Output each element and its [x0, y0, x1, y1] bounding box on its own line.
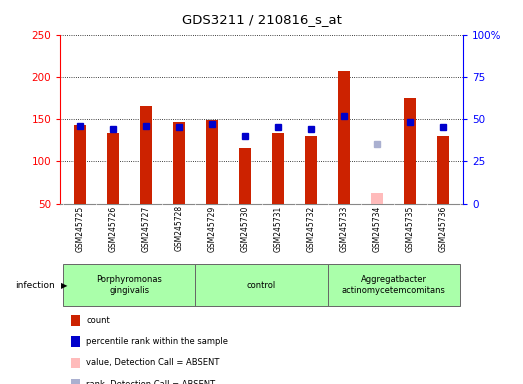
Text: GSM245726: GSM245726: [108, 205, 118, 252]
Bar: [74, 125, 86, 204]
Text: GSM245727: GSM245727: [141, 205, 151, 252]
Text: Porphyromonas
gingivalis: Porphyromonas gingivalis: [97, 275, 163, 295]
FancyBboxPatch shape: [63, 264, 196, 306]
Text: rank, Detection Call = ABSENT: rank, Detection Call = ABSENT: [86, 379, 215, 384]
Text: GSM245733: GSM245733: [339, 205, 348, 252]
Text: GSM245728: GSM245728: [175, 205, 184, 252]
Bar: [305, 136, 317, 204]
Text: GSM245736: GSM245736: [439, 205, 448, 252]
Bar: [238, 148, 251, 204]
Bar: [371, 192, 383, 204]
Text: Aggregatbacter
actinomycetemcomitans: Aggregatbacter actinomycetemcomitans: [342, 275, 446, 295]
FancyBboxPatch shape: [196, 264, 327, 306]
Bar: [272, 133, 285, 204]
Bar: [338, 71, 350, 204]
Bar: [140, 106, 152, 204]
Text: GSM245729: GSM245729: [208, 205, 217, 252]
Text: GSM245735: GSM245735: [405, 205, 415, 252]
Bar: [437, 136, 449, 204]
Bar: [173, 122, 185, 204]
Text: GDS3211 / 210816_s_at: GDS3211 / 210816_s_at: [181, 13, 342, 26]
Bar: [107, 133, 119, 204]
Text: GSM245730: GSM245730: [241, 205, 249, 252]
Text: value, Detection Call = ABSENT: value, Detection Call = ABSENT: [86, 358, 220, 367]
Text: GSM245734: GSM245734: [372, 205, 382, 252]
Text: count: count: [86, 316, 110, 325]
Text: GSM245725: GSM245725: [75, 205, 84, 252]
Bar: [206, 120, 218, 204]
Text: control: control: [247, 281, 276, 290]
Bar: [404, 98, 416, 204]
Text: GSM245732: GSM245732: [306, 205, 315, 252]
Text: infection: infection: [15, 281, 55, 290]
Text: percentile rank within the sample: percentile rank within the sample: [86, 337, 229, 346]
Text: GSM245731: GSM245731: [274, 205, 282, 252]
Text: ▶: ▶: [61, 281, 67, 290]
FancyBboxPatch shape: [327, 264, 460, 306]
